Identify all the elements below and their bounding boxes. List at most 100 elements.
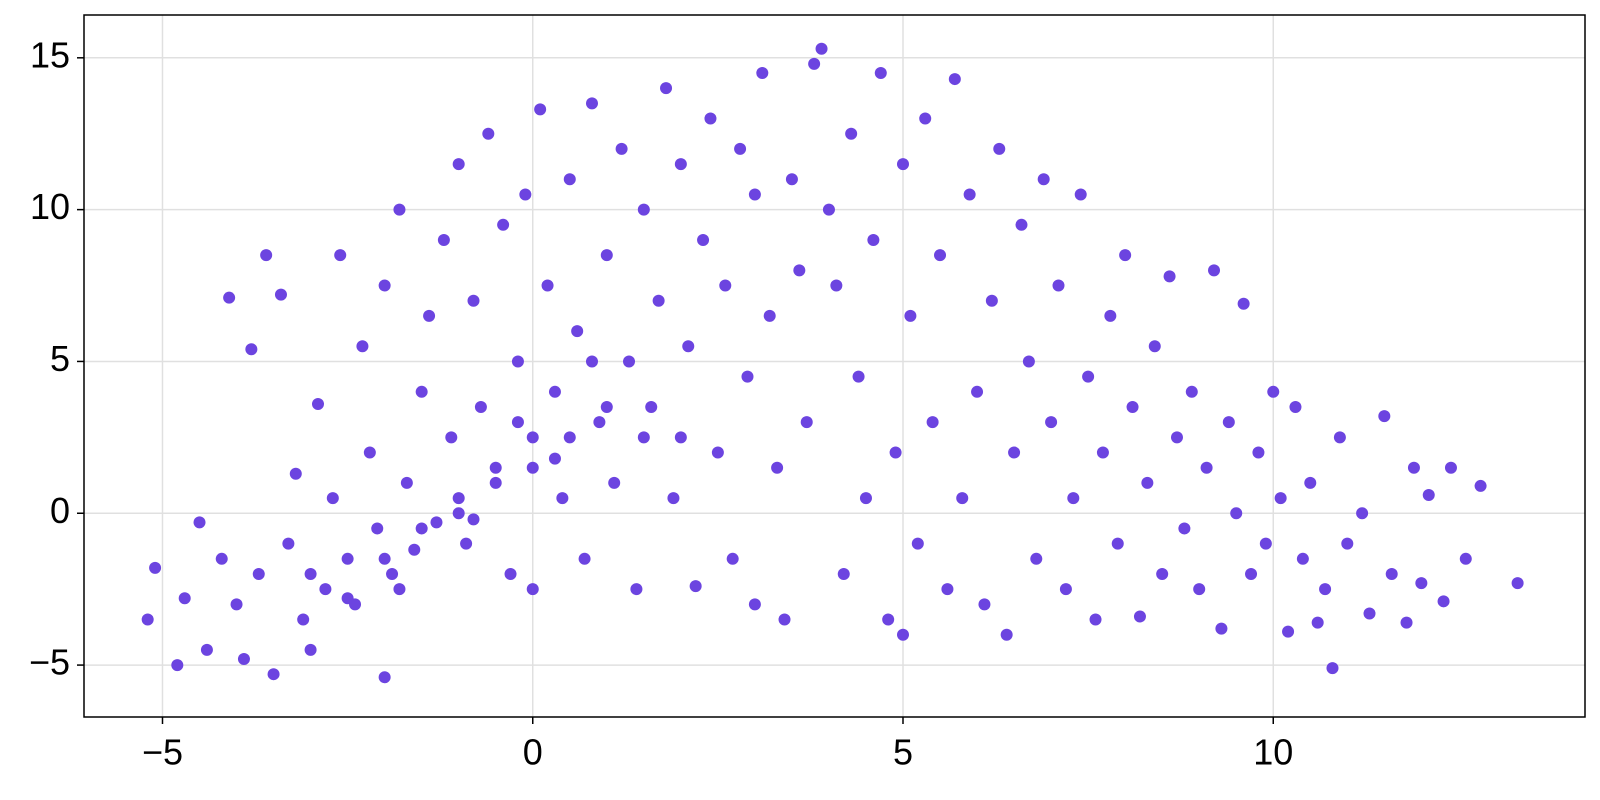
point — [704, 112, 717, 125]
point — [319, 583, 332, 596]
point — [993, 142, 1006, 155]
point — [674, 431, 687, 444]
point — [726, 552, 739, 565]
point — [1008, 446, 1021, 459]
point — [660, 82, 673, 95]
point — [845, 127, 858, 140]
point — [548, 452, 561, 465]
point — [1296, 552, 1309, 565]
point — [237, 653, 250, 666]
plot-frame — [83, 14, 1586, 718]
point — [1259, 537, 1272, 550]
point — [393, 203, 406, 216]
point — [386, 567, 399, 580]
point — [415, 385, 428, 398]
point — [1422, 489, 1435, 502]
point — [460, 537, 473, 550]
point — [956, 492, 969, 505]
point — [326, 492, 339, 505]
point — [1333, 431, 1346, 444]
point — [1119, 249, 1132, 262]
point — [178, 592, 191, 605]
point — [1067, 492, 1080, 505]
point — [1200, 461, 1213, 474]
point — [430, 516, 443, 529]
point — [1282, 625, 1295, 638]
point — [941, 583, 954, 596]
point — [474, 400, 487, 413]
point — [423, 309, 436, 322]
point — [1208, 264, 1221, 277]
point — [149, 561, 162, 574]
point — [904, 309, 917, 322]
point — [437, 233, 450, 246]
point — [526, 431, 539, 444]
point — [1237, 297, 1250, 310]
point — [1245, 567, 1258, 580]
point — [1037, 173, 1050, 186]
point — [334, 249, 347, 262]
point — [793, 264, 806, 277]
point — [1170, 431, 1183, 444]
point — [452, 507, 465, 520]
point — [341, 592, 354, 605]
point — [489, 476, 502, 489]
point — [1074, 188, 1087, 201]
plot-area — [84, 15, 1585, 717]
point — [534, 103, 547, 116]
point — [815, 42, 828, 55]
point — [623, 355, 636, 368]
point — [1356, 507, 1369, 520]
point — [541, 279, 554, 292]
point — [1193, 583, 1206, 596]
point — [896, 628, 909, 641]
y-tick-label: 0 — [50, 490, 70, 531]
point — [223, 291, 236, 304]
point — [578, 552, 591, 565]
point — [1363, 607, 1376, 620]
point — [252, 567, 265, 580]
point — [1148, 340, 1161, 353]
y-tick-label: −5 — [29, 642, 70, 683]
point — [837, 567, 850, 580]
point — [289, 467, 302, 480]
point — [1415, 577, 1428, 590]
x-tick-label: 10 — [1253, 732, 1293, 773]
point — [267, 668, 280, 681]
point — [963, 188, 976, 201]
point — [741, 370, 754, 383]
point — [1000, 628, 1013, 641]
point — [400, 476, 413, 489]
point — [948, 73, 961, 86]
point — [1289, 400, 1302, 413]
point — [304, 567, 317, 580]
point — [600, 249, 613, 262]
point — [445, 431, 458, 444]
point — [1104, 309, 1117, 322]
point — [637, 431, 650, 444]
point — [452, 492, 465, 505]
point — [1163, 270, 1176, 283]
point — [1311, 616, 1324, 629]
point — [682, 340, 695, 353]
point — [674, 158, 687, 171]
point — [689, 580, 702, 593]
point — [1059, 583, 1072, 596]
point — [1022, 355, 1035, 368]
point — [311, 397, 324, 410]
point — [378, 671, 391, 684]
y-tick-label: 15 — [30, 34, 70, 75]
point — [1015, 218, 1028, 231]
point — [1045, 416, 1058, 429]
point — [467, 294, 480, 307]
point — [1185, 385, 1198, 398]
point — [630, 583, 643, 596]
point — [1133, 610, 1146, 623]
point — [467, 513, 480, 526]
point — [1385, 567, 1398, 580]
point — [356, 340, 369, 353]
point — [1326, 662, 1339, 675]
point — [978, 598, 991, 611]
point — [230, 598, 243, 611]
